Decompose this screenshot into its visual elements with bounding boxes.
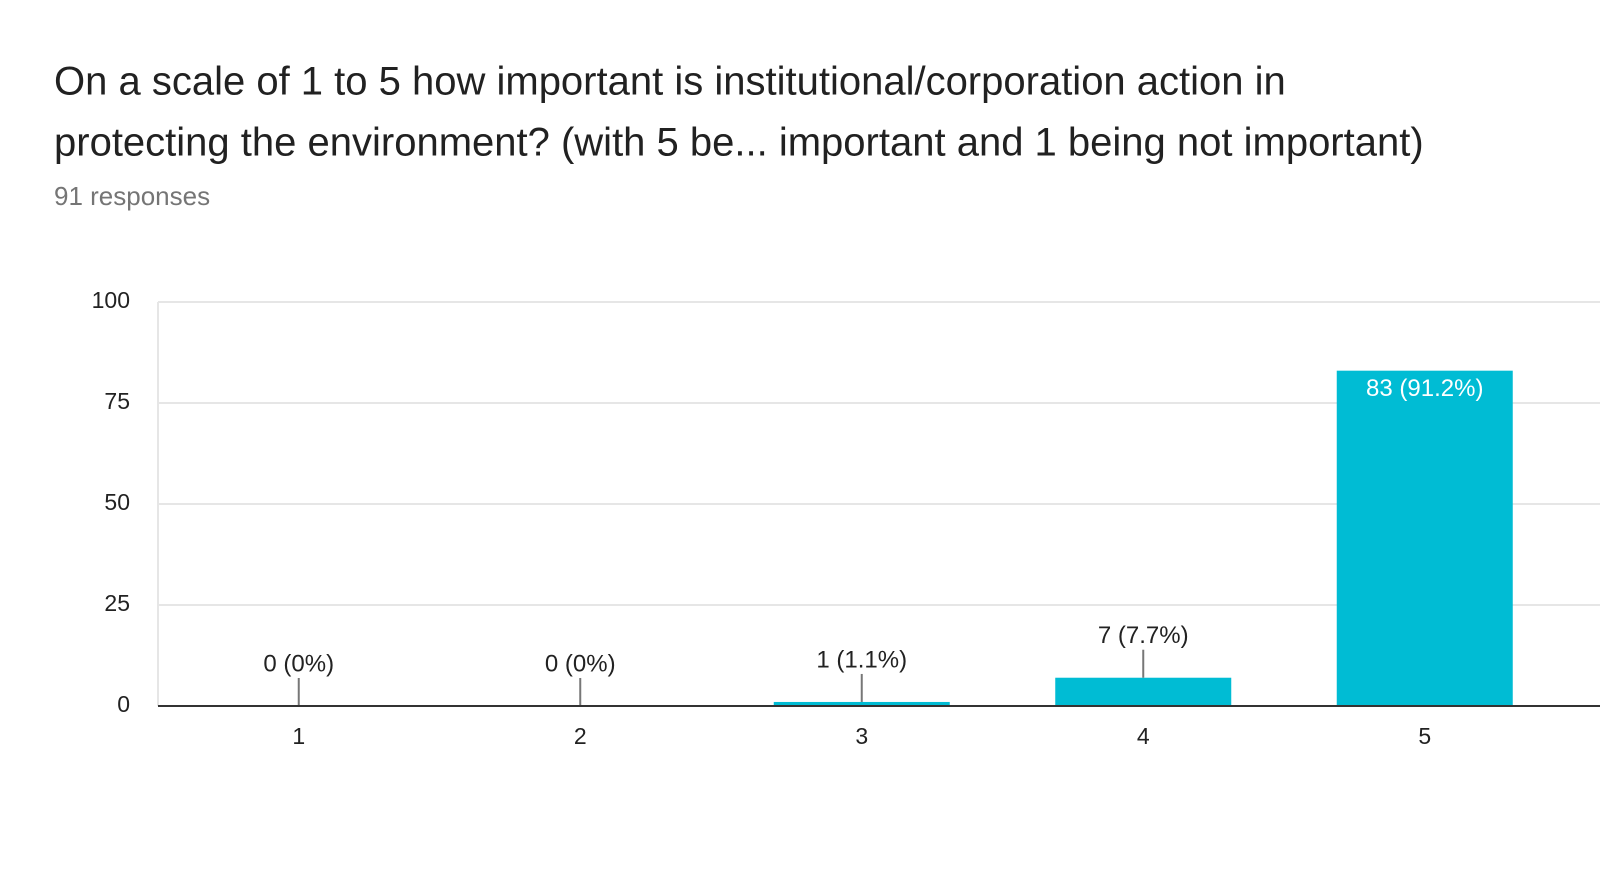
chart-subtitle: 91 responses [54, 181, 210, 211]
y-tick-label: 25 [104, 590, 130, 616]
y-tick-label: 0 [117, 691, 130, 717]
chart-title: protecting the environment? (with 5 be..… [54, 121, 1424, 165]
x-tick-label: 5 [1418, 723, 1431, 749]
data-label: 1 (1.1%) [816, 646, 907, 673]
data-label: 7 (7.7%) [1098, 622, 1189, 649]
bar [773, 701, 950, 706]
data-label: 83 (91.2%) [1366, 375, 1483, 402]
x-tick-label: 1 [292, 723, 305, 749]
data-label: 0 (0%) [545, 650, 616, 677]
y-tick-label: 100 [92, 287, 130, 313]
x-tick-label: 4 [1137, 723, 1150, 749]
x-tick-label: 2 [574, 723, 587, 749]
data-label: 0 (0%) [263, 650, 334, 677]
chart-title: On a scale of 1 to 5 how important is in… [54, 60, 1286, 104]
x-tick-label: 3 [855, 723, 868, 749]
y-tick-label: 75 [104, 388, 130, 414]
y-tick-label: 50 [104, 489, 130, 515]
bar [1336, 370, 1513, 706]
bar [1055, 677, 1232, 706]
